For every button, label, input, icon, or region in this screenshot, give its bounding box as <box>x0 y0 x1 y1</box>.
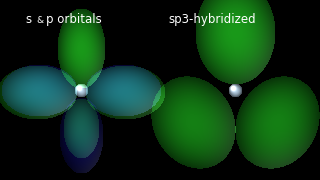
Text: sp3-hybridized: sp3-hybridized <box>168 13 256 26</box>
Text: s: s <box>26 13 32 26</box>
Text: p orbitals: p orbitals <box>46 13 102 26</box>
Text: &: & <box>37 16 44 25</box>
